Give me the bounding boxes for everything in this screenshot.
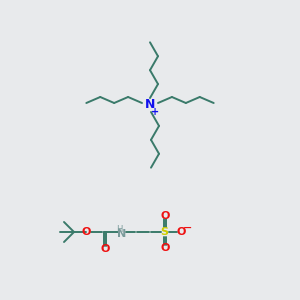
Text: H: H <box>116 224 122 233</box>
Text: O: O <box>160 211 170 221</box>
Text: S: S <box>160 227 168 237</box>
Text: O: O <box>176 227 186 237</box>
Text: −: − <box>183 223 193 233</box>
Text: N: N <box>145 98 155 112</box>
Text: N: N <box>117 229 127 239</box>
Text: +: + <box>151 107 159 117</box>
Text: O: O <box>100 244 110 254</box>
Text: O: O <box>160 243 170 253</box>
Text: O: O <box>81 227 91 237</box>
